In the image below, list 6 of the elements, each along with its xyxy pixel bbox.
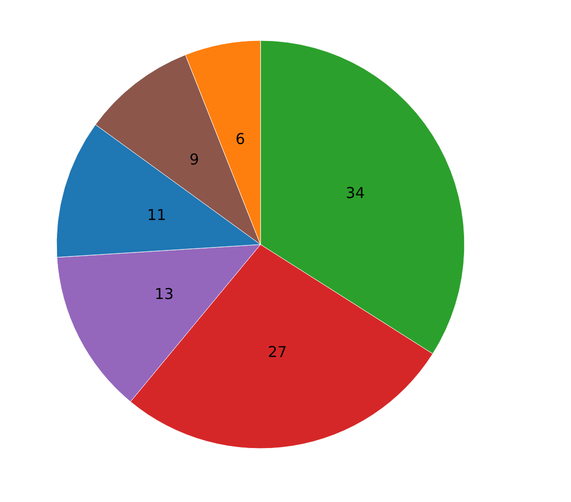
data-label: 13 — [154, 285, 174, 304]
data-label: 27 — [268, 342, 287, 361]
data-label: 34 — [346, 184, 365, 202]
data-label: 6 — [235, 130, 246, 148]
data-label: 11 — [147, 206, 166, 224]
data-label: 9 — [189, 150, 200, 169]
